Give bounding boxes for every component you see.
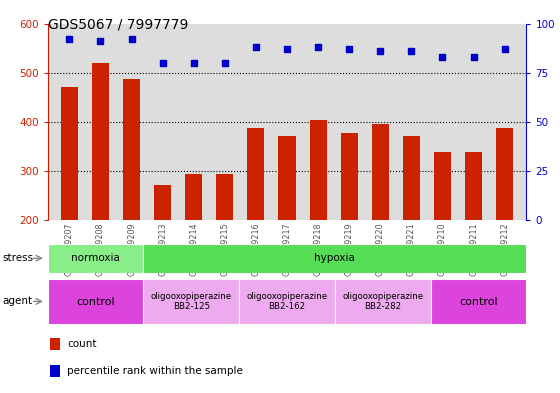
Point xyxy=(438,54,447,60)
Point xyxy=(407,48,416,54)
Bar xyxy=(465,152,482,220)
Point xyxy=(282,46,291,52)
Point xyxy=(220,60,229,66)
Point xyxy=(158,60,167,66)
Point xyxy=(96,38,105,44)
Point xyxy=(376,48,385,54)
Bar xyxy=(496,128,513,220)
Bar xyxy=(278,136,296,220)
Bar xyxy=(335,279,431,324)
Point xyxy=(314,44,323,50)
Bar xyxy=(185,174,202,220)
Text: control: control xyxy=(459,297,498,307)
Point xyxy=(345,46,354,52)
Text: control: control xyxy=(76,297,115,307)
Point xyxy=(251,44,260,50)
Bar xyxy=(434,152,451,220)
Bar xyxy=(143,279,239,324)
Point xyxy=(65,36,74,42)
Bar xyxy=(216,174,234,220)
Point xyxy=(469,54,478,60)
Text: GDS5067 / 7997779: GDS5067 / 7997779 xyxy=(48,18,188,32)
Bar xyxy=(61,87,78,220)
Text: normoxia: normoxia xyxy=(71,253,120,263)
Bar xyxy=(310,120,326,220)
Bar xyxy=(48,244,143,273)
Bar xyxy=(239,279,335,324)
Text: oligooxopiperazine
BB2-162: oligooxopiperazine BB2-162 xyxy=(246,292,328,311)
Bar xyxy=(372,124,389,220)
Text: agent: agent xyxy=(3,296,33,307)
Bar xyxy=(154,185,171,220)
Bar xyxy=(431,279,526,324)
Point xyxy=(189,60,198,66)
Bar xyxy=(403,136,420,220)
Point xyxy=(127,36,136,42)
Bar xyxy=(50,365,60,377)
Text: oligooxopiperazine
BB2-125: oligooxopiperazine BB2-125 xyxy=(151,292,232,311)
Bar xyxy=(123,79,140,220)
Bar xyxy=(248,128,264,220)
Text: stress: stress xyxy=(3,253,34,263)
Text: oligooxopiperazine
BB2-282: oligooxopiperazine BB2-282 xyxy=(342,292,423,311)
Bar xyxy=(92,63,109,220)
Text: count: count xyxy=(67,339,97,349)
Text: percentile rank within the sample: percentile rank within the sample xyxy=(67,366,243,376)
Bar xyxy=(143,244,526,273)
Bar xyxy=(50,338,60,350)
Bar xyxy=(48,279,143,324)
Bar xyxy=(340,132,358,220)
Text: hypoxia: hypoxia xyxy=(315,253,355,263)
Point xyxy=(500,46,509,52)
